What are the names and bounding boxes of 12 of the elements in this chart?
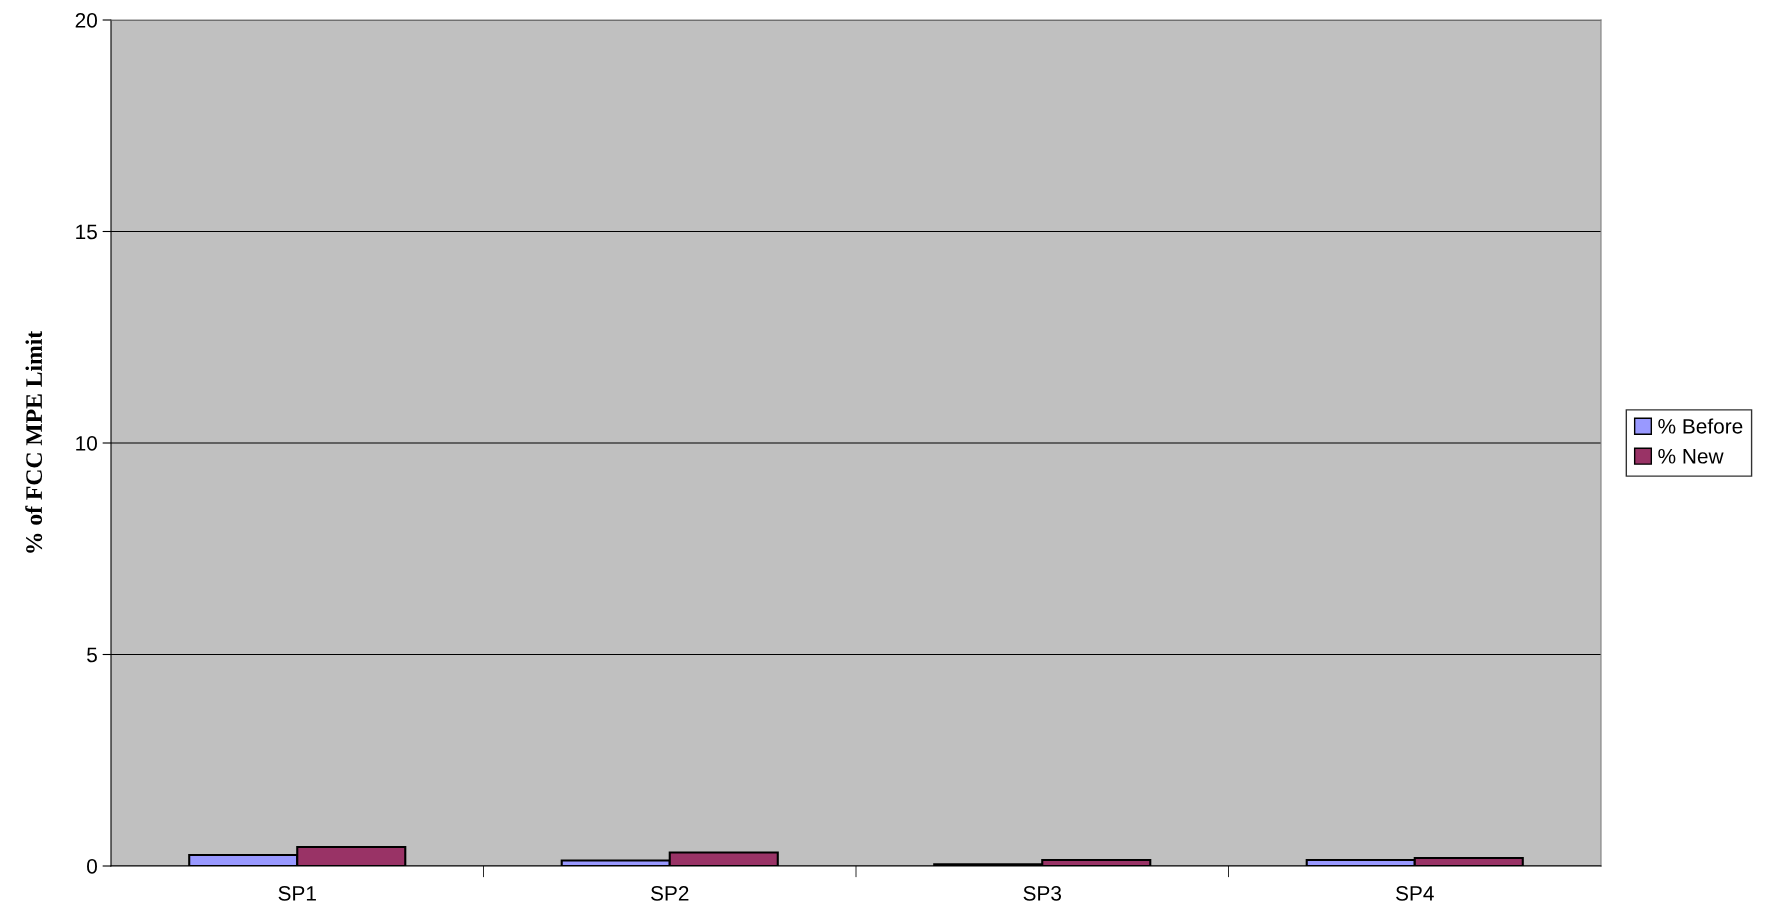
x-tick-label: SP1	[278, 885, 316, 901]
x-tick-label: SP2	[651, 885, 689, 901]
y-tick-label: 0	[87, 859, 97, 874]
x-tick-label: SP4	[1396, 885, 1434, 901]
y-tick-label: 20	[75, 13, 97, 28]
x-tick-label: SP3	[1023, 885, 1062, 901]
y-axis-title: % of FCC MPE Limit	[25, 330, 43, 553]
y-tick-label: 10	[76, 436, 97, 451]
y-tick-label: 5	[87, 647, 97, 663]
y-tick-label: 15	[76, 224, 97, 240]
legend-label: % New	[1658, 448, 1724, 464]
legend-label: % Before	[1658, 418, 1743, 434]
